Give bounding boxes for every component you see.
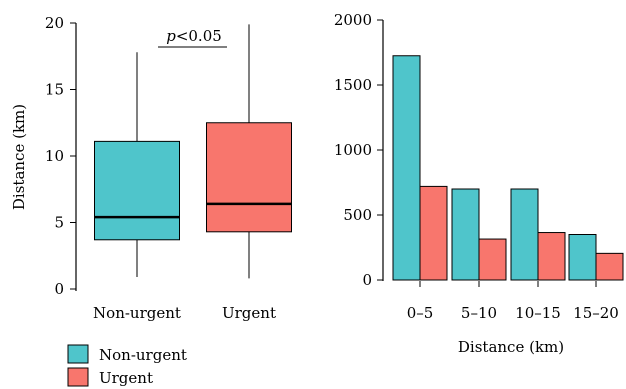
legend-label-urgent: Urgent xyxy=(99,369,153,387)
bar-urgent-0 xyxy=(419,185,448,281)
boxplot-x-tick-label: Non-urgent xyxy=(93,304,181,322)
boxplot-x-tick-labels: Non-urgent Urgent xyxy=(93,304,276,322)
boxplot-y-tick-label: 15 xyxy=(45,81,64,99)
bar-non-urgent-0 xyxy=(392,55,421,281)
boxplot-y-axis-title: Distance (km) xyxy=(10,104,28,210)
boxplot-y-ticks: 0 5 10 15 20 xyxy=(45,14,76,298)
legend: Non-urgent Urgent xyxy=(67,344,187,387)
bar-x-axis-title: Distance (km) xyxy=(458,338,564,356)
box-iqr-rect xyxy=(206,122,292,233)
bar-x-tick-label: 0–5 xyxy=(407,304,434,322)
box-non-urgent xyxy=(94,52,180,278)
box-iqr-rect xyxy=(94,140,180,241)
bar-y-tick-label: 2000 xyxy=(334,11,372,29)
bar-x-tick-labels: 0–5 5–10 10–15 15–20 xyxy=(407,281,619,322)
bar-non-urgent-2 xyxy=(510,188,539,281)
bar-y-ticks: 0 500 1000 1500 2000 xyxy=(334,11,383,289)
bar-non-urgent-1 xyxy=(451,188,480,281)
boxplot-boxes xyxy=(94,24,292,279)
bar-urgent-1 xyxy=(478,238,507,281)
bar-y-tick-label: 1000 xyxy=(334,141,372,159)
legend-item-urgent: Urgent xyxy=(67,367,153,387)
bar-y-tick-label: 1500 xyxy=(334,76,372,94)
bar-y-tick-label: 500 xyxy=(343,206,372,224)
bar-x-tick-label: 15–20 xyxy=(573,304,619,322)
legend-label-non-urgent: Non-urgent xyxy=(99,346,187,364)
bar-urgent-2 xyxy=(537,232,566,281)
bar-y-tick-label: 0 xyxy=(362,271,372,289)
legend-swatch-non-urgent xyxy=(67,344,89,364)
bar-series xyxy=(392,55,624,281)
bar-x-tick-label: 5–10 xyxy=(461,304,497,322)
bar-panel: 0 500 1000 1500 2000 0–5 5–10 10–15 15–20 Dista… xyxy=(334,11,624,356)
boxplot-y-tick-label: 5 xyxy=(54,214,64,232)
p-threshold: <0.05 xyxy=(176,27,222,45)
p-symbol: p xyxy=(166,27,176,45)
boxplot-x-tick-label: Urgent xyxy=(222,304,276,322)
bar-x-tick-label: 10–15 xyxy=(515,304,561,322)
significance-text: p<0.05 xyxy=(166,27,222,45)
boxplot-y-tick-label: 20 xyxy=(45,14,64,32)
bar-urgent-3 xyxy=(595,252,624,281)
boxplot-y-tick-label: 10 xyxy=(45,147,64,165)
boxplot-y-tick-label: 0 xyxy=(54,280,64,298)
box-urgent xyxy=(206,24,292,279)
significance-annotation: p<0.05 xyxy=(158,27,227,48)
bar-non-urgent-3 xyxy=(568,234,597,281)
legend-item-non-urgent: Non-urgent xyxy=(67,344,187,364)
legend-swatch-urgent xyxy=(67,367,89,387)
